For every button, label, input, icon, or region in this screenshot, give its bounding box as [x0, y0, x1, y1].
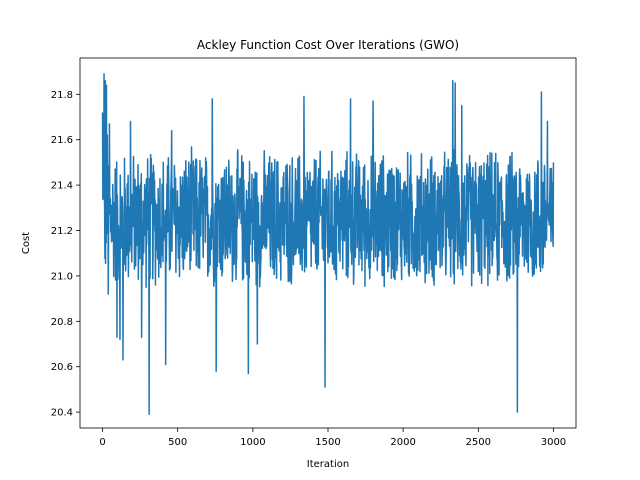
x-tick-label: 2500	[466, 437, 491, 448]
chart-title: Ackley Function Cost Over Iterations (GW…	[197, 38, 459, 52]
x-tick-label: 500	[168, 437, 187, 448]
x-tick-label: 2000	[390, 437, 415, 448]
y-tick-label: 21.6	[51, 135, 73, 146]
x-tick-label: 0	[99, 437, 105, 448]
y-tick-label: 21.0	[51, 271, 73, 282]
y-tick-label: 20.8	[51, 317, 73, 328]
plot-area	[101, 73, 555, 416]
plot-frame	[79, 57, 577, 429]
y-tick-label: 21.8	[51, 90, 73, 101]
y-axis-label: Cost	[21, 232, 32, 254]
y-tick-label: 20.4	[51, 408, 73, 419]
x-tick-label: 1000	[240, 437, 265, 448]
y-tick-label: 21.2	[51, 226, 73, 237]
y-tick-label: 21.4	[51, 181, 73, 192]
x-axis-label: Iteration	[307, 459, 349, 470]
y-axis-ticks: 20.4 20.6 20.8 21.0 21.2 21.4 21.6 21.8	[51, 90, 80, 419]
x-tick-label: 1500	[315, 437, 340, 448]
cost-series-line	[101, 73, 555, 416]
x-tick-label: 3000	[541, 437, 566, 448]
y-tick-label: 20.6	[51, 362, 73, 373]
x-axis-ticks: 0 500 1000 1500 2000 2500 3000	[99, 428, 566, 448]
